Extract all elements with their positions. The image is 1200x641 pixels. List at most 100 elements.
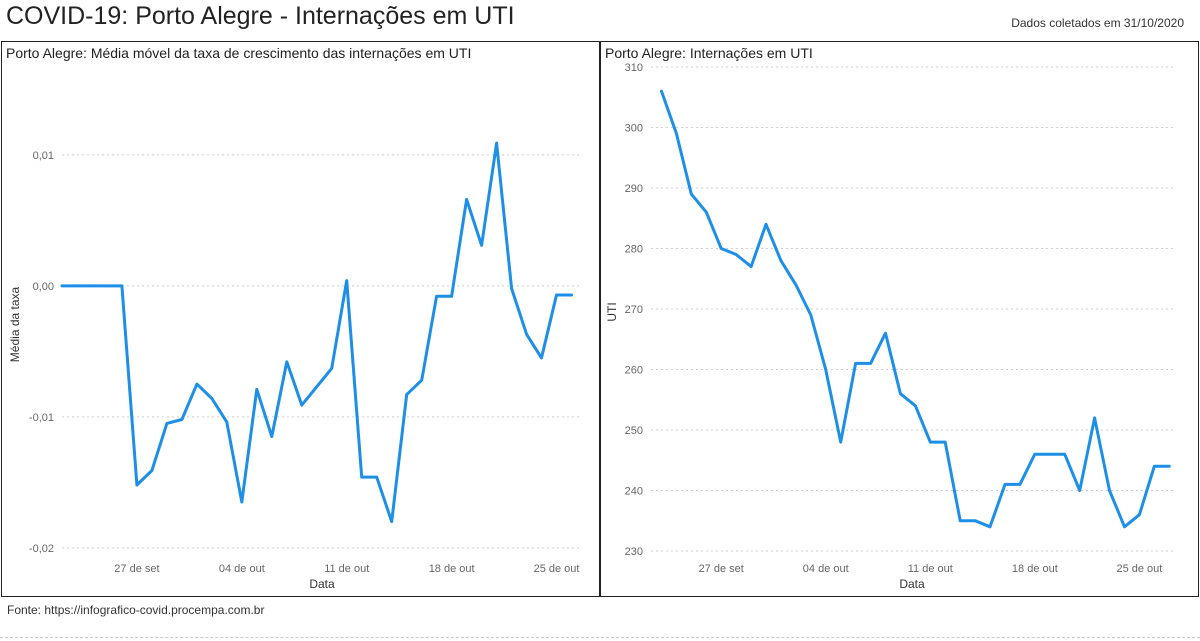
y-tick-label: 310 [625, 62, 643, 74]
y-tick-label: -0,02 [29, 543, 54, 555]
y-axis-title: UTI [605, 302, 619, 321]
data-point [779, 259, 783, 262]
data-point [1033, 452, 1037, 456]
icu-admissions-chart-panel[interactable]: Porto Alegre: Internações em UTI 310 300 2… [600, 41, 1199, 597]
y-axis-title: Média da taxa [8, 286, 22, 362]
growth-rate-chart-panel[interactable]: Porto Alegre: Média móvel da taxa de cre… [1, 41, 600, 597]
y-tick-label: -0,01 [29, 412, 54, 424]
data-point [60, 284, 64, 288]
data-point [195, 382, 199, 386]
data-point [285, 360, 289, 364]
y-tick-label: 290 [625, 183, 643, 195]
data-point [360, 475, 364, 479]
data-point [1018, 483, 1022, 486]
data-point [1078, 489, 1081, 492]
data-point [764, 222, 768, 226]
y-tick-label: 300 [625, 122, 643, 134]
data-point [450, 295, 453, 298]
x-tick-label: 25 de out [534, 563, 580, 575]
data-point [420, 378, 423, 382]
x-tick-label: 25 de out [1116, 563, 1162, 575]
data-point [270, 435, 274, 438]
series-line [60, 141, 573, 524]
data-point [958, 519, 962, 523]
data-point [435, 295, 438, 298]
y-tick-label: 0,00 [33, 281, 54, 293]
icu-admissions-chart: 310 300 290 280 270 260 250 240 230 27 de set 04 d… [605, 62, 1173, 591]
data-point [854, 362, 857, 365]
data-point [300, 403, 304, 407]
data-point [225, 420, 229, 424]
data-point [540, 356, 543, 360]
data-point [884, 331, 887, 335]
data-point [495, 141, 498, 145]
data-point [345, 279, 349, 282]
data-point [165, 422, 169, 425]
y-tick-label: 280 [625, 243, 643, 255]
y-tick-label: 270 [625, 304, 643, 316]
data-point [734, 253, 738, 256]
data-point [570, 293, 573, 297]
data-point [1108, 489, 1111, 492]
data-point [180, 418, 184, 421]
data-collected-date: Dados coletados em 31/10/2020 [1011, 16, 1184, 30]
x-tick-label: 27 de set [114, 563, 159, 575]
data-point [480, 243, 483, 247]
data-point [330, 367, 334, 370]
data-point [105, 284, 109, 288]
growth-rate-chart: 0,01 0,00 -0,01 -0,02 27 de set 04 de out 11 d… [8, 141, 582, 591]
data-point [375, 475, 378, 479]
data-point [240, 500, 244, 504]
data-point [390, 520, 393, 523]
data-point [135, 483, 139, 487]
data-point [794, 283, 798, 287]
data-point [719, 247, 723, 250]
data-point [749, 265, 753, 268]
data-point [465, 198, 468, 201]
data-point [869, 362, 872, 365]
y-tick-label: 0,01 [33, 150, 54, 162]
data-point [824, 368, 828, 371]
data-point [75, 284, 79, 288]
data-point [90, 284, 94, 288]
footer-divider [0, 637, 1200, 638]
data-point [943, 440, 947, 444]
data-point [1138, 513, 1141, 516]
data-point [839, 440, 842, 444]
x-axis-title: Data [899, 577, 925, 591]
data-point [1167, 464, 1171, 468]
growth-rate-chart-title: Porto Alegre: Média móvel da taxa de cre… [6, 45, 472, 61]
data-point [525, 333, 528, 336]
data-point [210, 397, 214, 400]
data-point [704, 210, 708, 214]
y-tick-label: 250 [625, 425, 643, 437]
data-point [150, 469, 154, 472]
x-tick-label: 18 de out [1012, 563, 1058, 575]
x-tick-label: 04 de out [219, 563, 265, 575]
y-tick-label: 260 [625, 364, 643, 376]
data-point [914, 404, 917, 408]
y-tick-label: 240 [625, 485, 643, 497]
x-tick-label: 11 de out [908, 563, 953, 575]
page-title: COVID-19: Porto Alegre - Internações em … [6, 2, 515, 30]
data-point [1093, 416, 1096, 420]
data-point [660, 89, 663, 93]
data-point [1063, 452, 1067, 456]
x-tick-label: 04 de out [803, 563, 849, 575]
data-point [675, 132, 678, 135]
data-point [510, 287, 513, 290]
data-point [315, 385, 319, 389]
data-point [988, 525, 992, 529]
data-point [928, 440, 932, 444]
icu-admissions-chart-title: Porto Alegre: Internações em UTI [605, 45, 813, 61]
x-axis-title: Data [309, 577, 335, 591]
data-point [1153, 464, 1156, 468]
x-tick-label: 18 de out [429, 563, 475, 575]
data-point [120, 284, 124, 288]
x-tick-label: 11 de out [324, 563, 369, 575]
x-tick-label: 27 de set [699, 563, 744, 575]
data-point [899, 392, 902, 395]
data-point [255, 388, 259, 391]
data-point [1003, 483, 1007, 486]
data-point [973, 519, 977, 523]
